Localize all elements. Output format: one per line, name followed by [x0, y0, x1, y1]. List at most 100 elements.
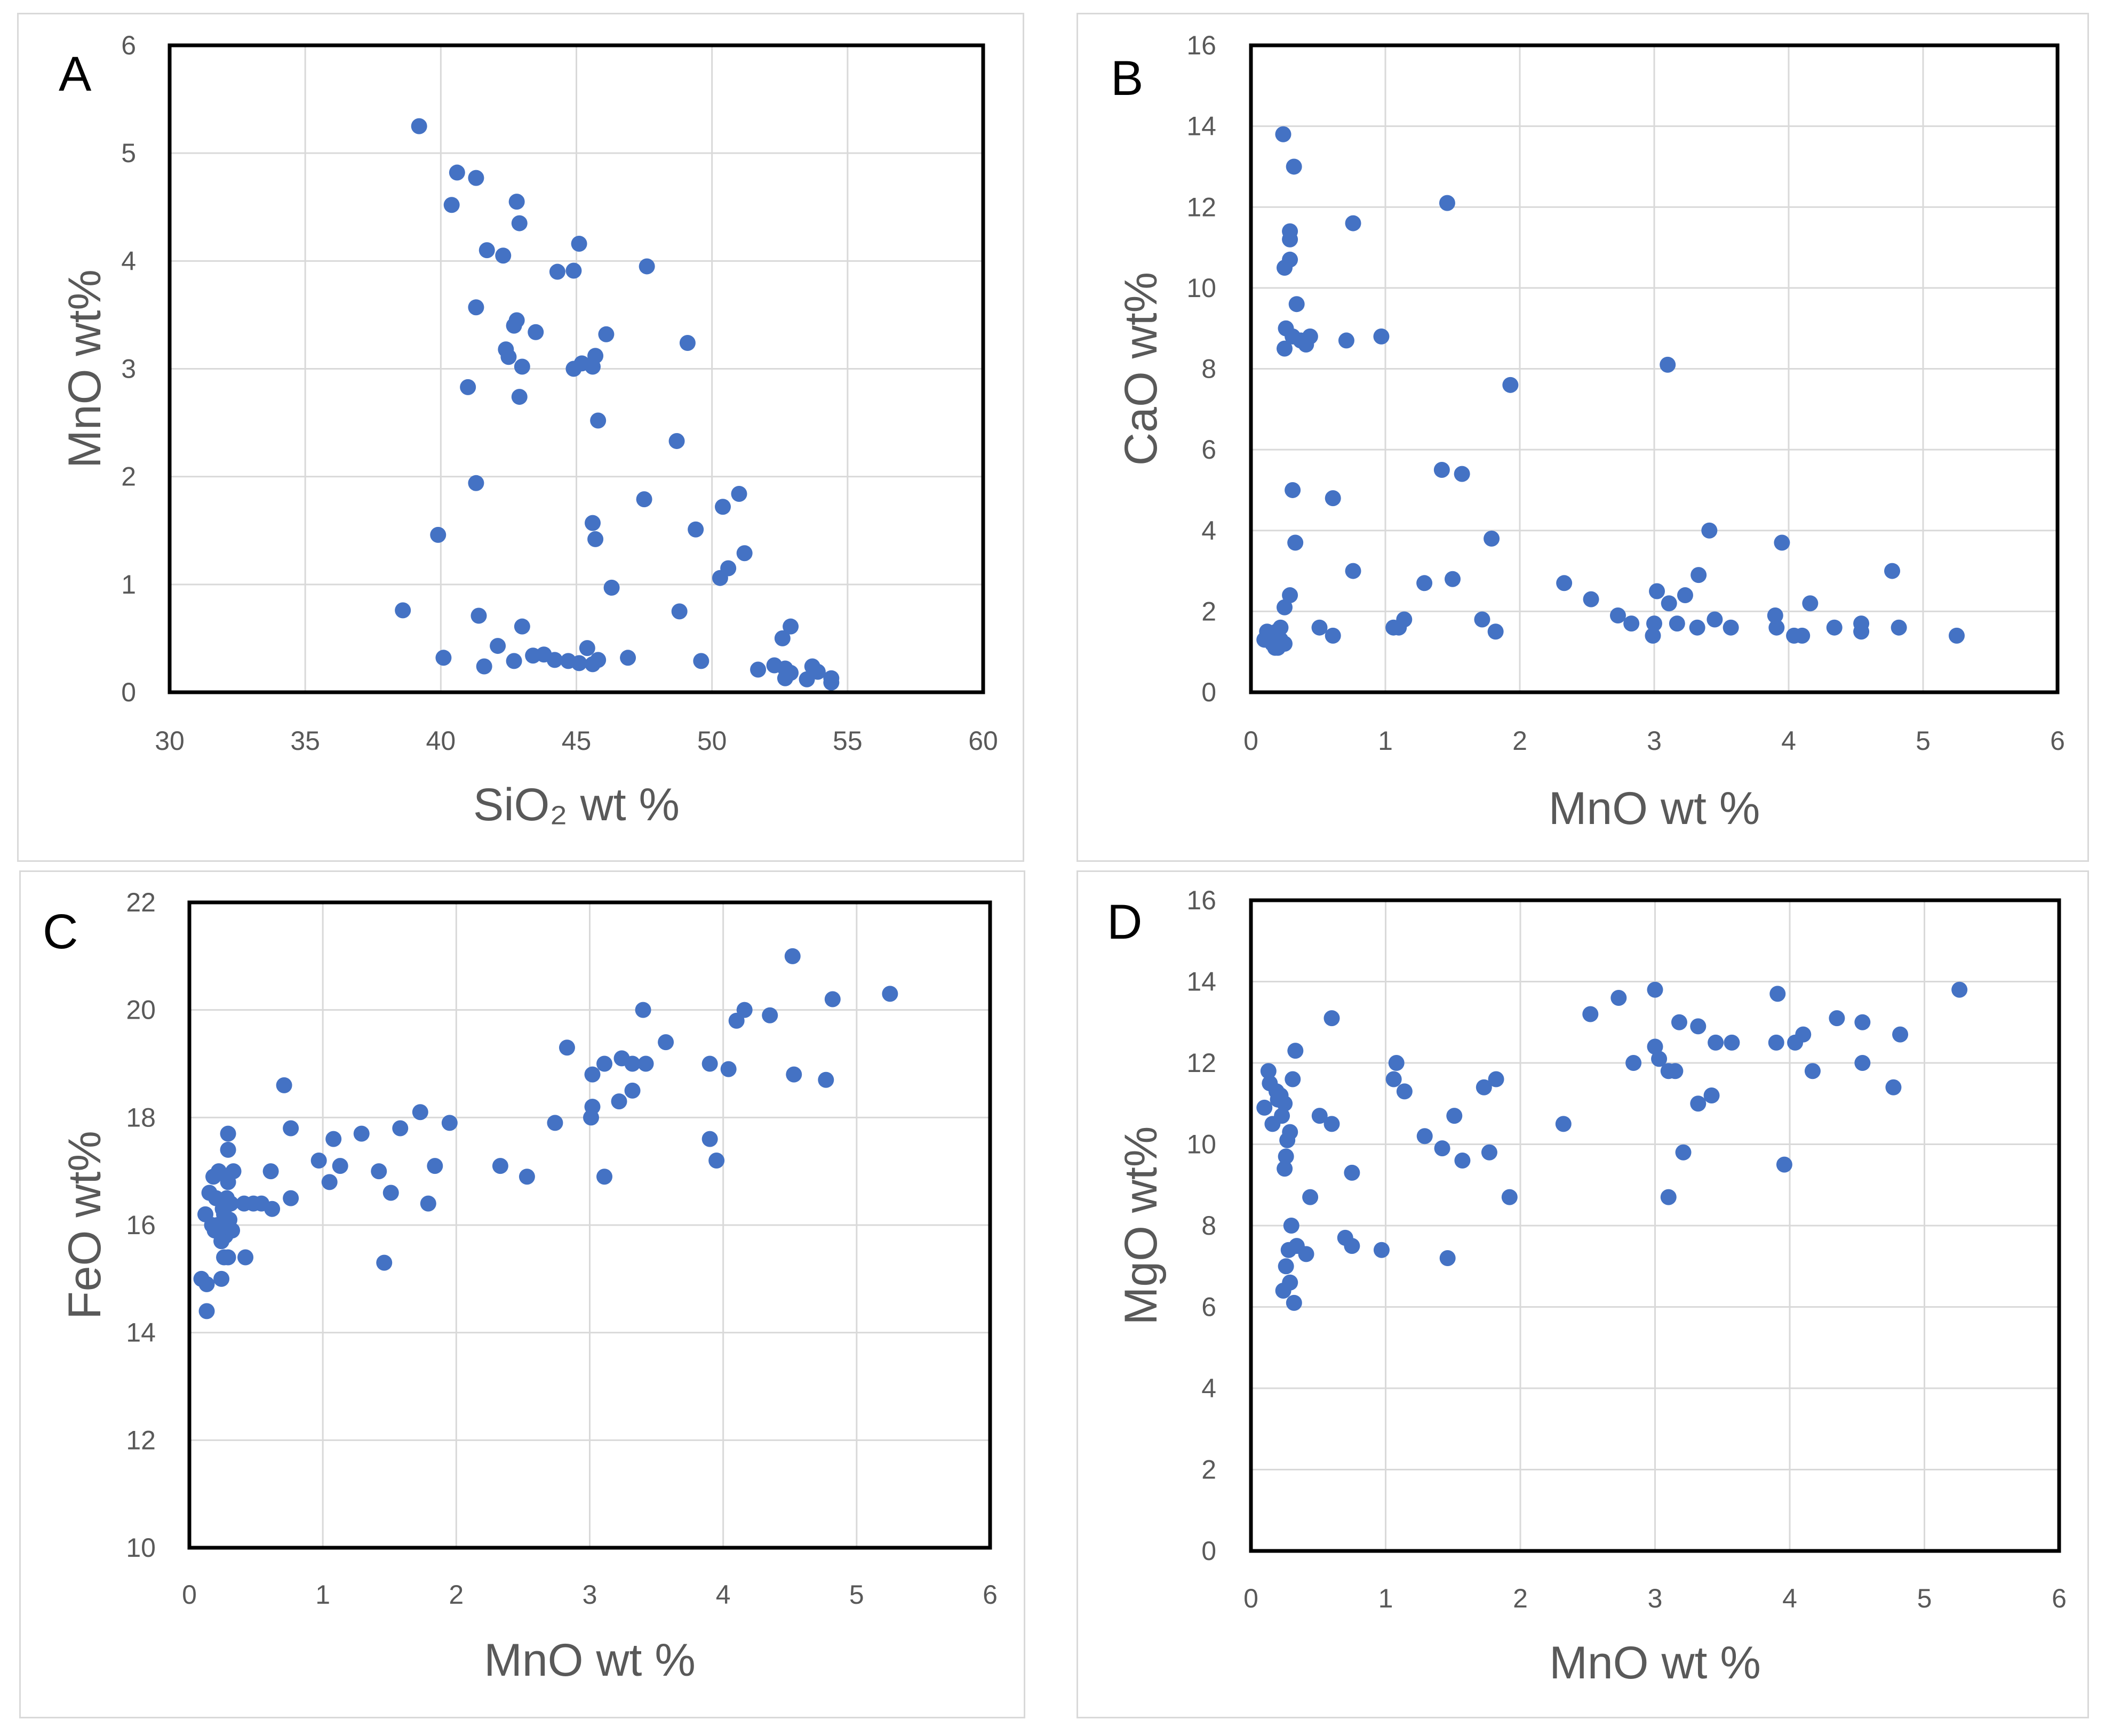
x-tick-label: 6 — [2052, 1583, 2067, 1613]
data-point — [701, 1055, 718, 1072]
data-point — [1454, 1153, 1471, 1169]
data-point — [1691, 567, 1707, 583]
data-point — [804, 658, 820, 675]
data-point — [495, 247, 512, 264]
data-point — [1272, 1087, 1289, 1103]
data-point — [1344, 1164, 1360, 1181]
data-point — [332, 1158, 348, 1174]
data-point — [1286, 158, 1302, 175]
data-point — [1623, 615, 1640, 632]
data-point — [693, 653, 709, 669]
y-tick-label: 12 — [1186, 192, 1216, 222]
data-point — [596, 1169, 613, 1185]
data-point — [559, 1039, 575, 1056]
data-point — [500, 349, 517, 365]
x-tick-label: 45 — [562, 726, 592, 756]
data-point — [1282, 231, 1298, 247]
data-point — [508, 194, 525, 210]
data-point — [636, 491, 652, 508]
x-tick-label: 2 — [1513, 1583, 1528, 1613]
data-point — [213, 1270, 230, 1287]
y-tick-label: 14 — [1186, 111, 1216, 141]
y-tick-label: 1 — [121, 570, 136, 599]
data-point — [679, 334, 696, 351]
data-point — [325, 1131, 342, 1147]
data-point — [1286, 1294, 1302, 1311]
data-point — [1826, 619, 1843, 636]
data-point — [585, 515, 601, 531]
data-point — [1325, 627, 1341, 644]
data-point — [1555, 1116, 1572, 1132]
data-point — [1891, 619, 1907, 636]
data-point — [1439, 195, 1455, 211]
data-point — [412, 1104, 428, 1121]
data-point — [620, 650, 636, 666]
data-point — [1302, 1189, 1319, 1205]
data-point — [549, 263, 565, 280]
data-point — [1724, 1034, 1740, 1051]
data-point — [783, 618, 799, 635]
x-tick-label: 0 — [182, 1580, 197, 1610]
data-point — [1285, 1071, 1301, 1087]
data-point — [1774, 534, 1790, 551]
y-tick-label: 3 — [121, 354, 136, 384]
data-point — [635, 1002, 651, 1018]
data-point — [1267, 639, 1283, 656]
x-tick-label: 60 — [968, 726, 998, 756]
y-tick-label: 16 — [1186, 885, 1216, 915]
data-point — [818, 1071, 834, 1088]
data-point — [584, 1066, 601, 1083]
data-point — [1445, 571, 1461, 587]
data-point — [658, 1034, 674, 1051]
data-point — [639, 258, 655, 275]
data-point — [224, 1222, 241, 1239]
data-point — [786, 1066, 802, 1083]
data-point — [237, 1249, 254, 1266]
x-tick-label: 0 — [1243, 726, 1258, 756]
y-tick-label: 0 — [1201, 1536, 1216, 1566]
data-point — [1661, 595, 1677, 612]
data-point — [1323, 1010, 1340, 1027]
data-point — [637, 1055, 654, 1072]
data-point — [1484, 530, 1500, 547]
data-point — [511, 389, 528, 405]
data-point — [1675, 1144, 1692, 1161]
data-point — [598, 326, 615, 342]
data-point — [441, 1115, 458, 1131]
data-point — [310, 1153, 327, 1169]
data-point — [1287, 1043, 1304, 1059]
data-point — [1768, 1034, 1784, 1051]
data-point — [590, 412, 607, 429]
data-point — [1298, 337, 1314, 353]
data-point — [395, 602, 411, 619]
data-point — [1646, 615, 1662, 632]
data-point — [824, 991, 841, 1007]
data-point — [720, 1061, 737, 1077]
x-tick-label: 5 — [1916, 726, 1931, 756]
plot-border — [1249, 43, 2060, 694]
x-tick-label: 0 — [1243, 1583, 1258, 1613]
data-point — [1446, 1108, 1463, 1124]
data-point — [1769, 986, 1786, 1002]
data-point — [471, 607, 487, 624]
data-point — [220, 1125, 236, 1142]
data-point — [596, 1055, 613, 1072]
data-point — [198, 1303, 215, 1319]
data-point — [1283, 1218, 1299, 1234]
y-tick-label: 2 — [121, 462, 136, 492]
x-tick-label: 4 — [1782, 1583, 1797, 1613]
y-axis-title: MnO wt% — [59, 269, 110, 468]
data-point — [1278, 1148, 1294, 1165]
data-point — [1829, 1010, 1845, 1027]
data-point — [1338, 332, 1354, 349]
data-point — [1556, 575, 1573, 591]
data-point — [1707, 611, 1723, 628]
data-point — [1275, 1283, 1291, 1299]
data-point — [1373, 328, 1390, 345]
data-point — [774, 630, 791, 646]
y-tick-label: 22 — [126, 887, 156, 917]
data-point — [1677, 587, 1693, 604]
data-point — [547, 1115, 563, 1131]
data-point — [1298, 1246, 1314, 1262]
data-point — [1345, 215, 1361, 231]
